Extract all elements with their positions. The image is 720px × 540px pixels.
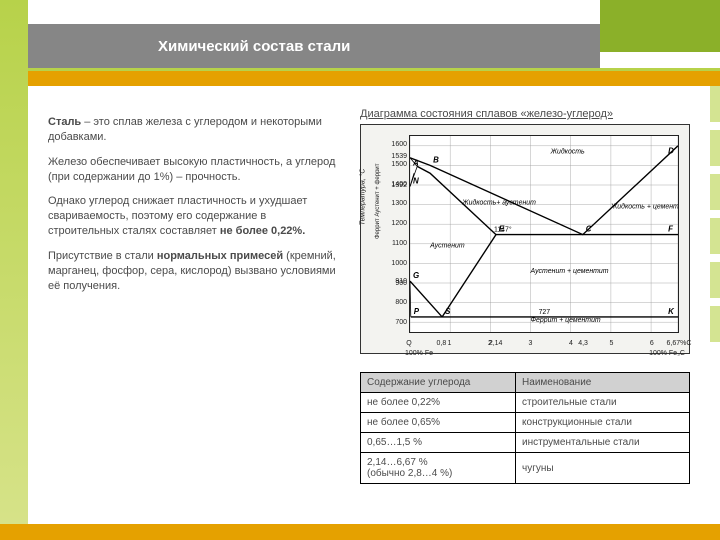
y-axis-label: Температура, °C	[360, 169, 367, 226]
table-cell: не более 0,22%	[361, 393, 516, 413]
svg-text:727: 727	[539, 309, 551, 316]
para-1-bold: Сталь	[48, 116, 81, 128]
diagram-svg: ABDNCEFGSPKЖидкостьЖидкость+ аустенитЖид…	[410, 136, 678, 332]
svg-text:F: F	[668, 225, 673, 234]
table-row: не более 0,22%строительные стали	[361, 393, 690, 413]
para-4-bold: нормальных примесей	[157, 250, 283, 262]
svg-text:Аустенит + цементит: Аустенит + цементит	[530, 268, 609, 275]
th-name: Наименование	[516, 373, 690, 393]
svg-text:P: P	[414, 307, 420, 316]
svg-text:Жидкость + цементит: Жидкость + цементит	[610, 203, 678, 211]
steel-table: Содержание углерода Наименование не боле…	[360, 372, 690, 484]
under-title-strip	[28, 68, 720, 86]
table-cell: не более 0,65%	[361, 413, 516, 433]
footer-strip	[0, 524, 720, 540]
para-1: Сталь – это сплав железа с углеродом и н…	[48, 115, 338, 145]
table-row: не более 0,65%конструкционные стали	[361, 413, 690, 433]
svg-text:K: K	[668, 307, 675, 316]
diagram-caption: Диаграмма состояния сплавов «железо-угле…	[360, 108, 690, 120]
left-accent-stripe	[0, 0, 28, 540]
svg-text:N: N	[413, 177, 419, 186]
table-cell: строительные стали	[516, 393, 690, 413]
para-3: Однако углерод снижает пластичность и ух…	[48, 194, 338, 239]
svg-text:G: G	[413, 271, 419, 280]
title-band: Химический состав стали	[28, 24, 600, 68]
diagram-plot: ABDNCEFGSPKЖидкостьЖидкость+ аустенитЖид…	[409, 135, 679, 333]
svg-text:A: A	[412, 159, 419, 168]
svg-text:D: D	[668, 147, 674, 156]
svg-text:S: S	[445, 307, 451, 316]
svg-text:Феррит + цементит: Феррит + цементит	[531, 317, 601, 324]
svg-text:1147°: 1147°	[494, 226, 512, 234]
body-text: Сталь – это сплав железа с углеродом и н…	[48, 115, 338, 303]
para-2: Железо обеспечивает высокую пластичность…	[48, 155, 338, 185]
table-row: 0,65…1,5 %инструментальные стали	[361, 433, 690, 453]
svg-text:B: B	[433, 155, 439, 164]
table-cell: 0,65…1,5 %	[361, 433, 516, 453]
table-cell: чугуны	[516, 453, 690, 484]
svg-text:C: C	[586, 225, 592, 234]
para-4: Присутствие в стали нормальных примесей …	[48, 249, 338, 294]
right-column: Диаграмма состояния сплавов «железо-угле…	[360, 108, 690, 484]
table-cell: 2,14…6,67 % (обычно 2,8…4 %)	[361, 453, 516, 484]
svg-text:Аустенит: Аустенит	[429, 243, 465, 250]
iron-carbon-diagram: Температура, °C ABDNCEFGSPKЖидкостьЖидко…	[360, 124, 690, 354]
para-3-bold: не более 0,22%.	[220, 225, 305, 237]
table-cell: конструкционные стали	[516, 413, 690, 433]
top-right-block	[600, 0, 720, 52]
th-carbon: Содержание углерода	[361, 373, 516, 393]
page-title: Химический состав стали	[158, 38, 350, 55]
table-cell: инструментальные стали	[516, 433, 690, 453]
svg-text:Жидкость+ аустенит: Жидкость+ аустенит	[461, 199, 536, 207]
svg-text:Жидкость: Жидкость	[550, 148, 585, 156]
table-row: 2,14…6,67 % (обычно 2,8…4 %)чугуны	[361, 453, 690, 484]
right-accent-bars	[710, 86, 720, 350]
